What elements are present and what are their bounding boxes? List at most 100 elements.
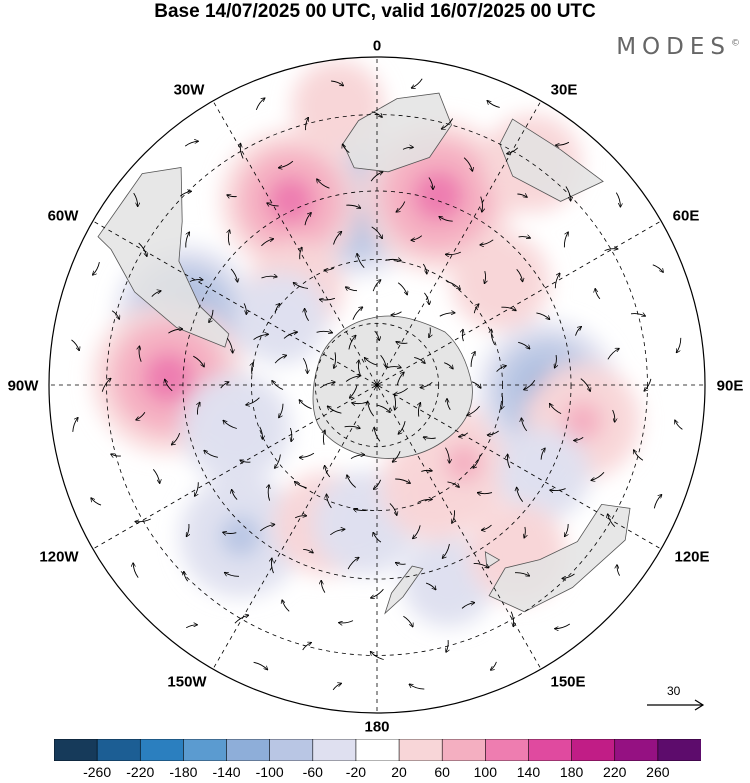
wind-arrow bbox=[518, 237, 531, 239]
wind-arrow bbox=[615, 192, 620, 207]
wind-arrow bbox=[234, 615, 249, 624]
wind-arrow bbox=[347, 557, 359, 570]
reference-vector: 30 bbox=[645, 684, 707, 714]
wind-arrow bbox=[376, 404, 390, 413]
latitude-circle bbox=[106, 114, 648, 656]
wind-arrow bbox=[352, 307, 363, 320]
wind-arrow bbox=[358, 360, 361, 376]
anomaly-core-6 bbox=[143, 352, 195, 404]
wind-arrow bbox=[396, 372, 404, 386]
wind-arrow bbox=[394, 394, 395, 411]
wind-arrow bbox=[442, 543, 450, 558]
wind-arrow bbox=[320, 298, 336, 300]
wind-arrow bbox=[604, 249, 618, 252]
land-polygon-2 bbox=[97, 167, 230, 348]
wind-arrow bbox=[380, 355, 387, 367]
wind-arrow bbox=[422, 263, 427, 274]
wind-arrow bbox=[364, 358, 378, 366]
wind-arrow bbox=[240, 460, 251, 462]
wind-arrow bbox=[357, 253, 365, 269]
wind-arrow bbox=[507, 454, 511, 469]
colorbar-swatch-12 bbox=[571, 739, 616, 761]
wind-arrow bbox=[490, 661, 497, 670]
wind-arrow bbox=[507, 147, 519, 154]
lon-label-30e: 30E bbox=[550, 81, 578, 99]
colorbar-swatch-14 bbox=[657, 739, 701, 761]
wind-arrow bbox=[283, 332, 298, 339]
anomaly-core-2 bbox=[412, 170, 464, 222]
latitude-circle bbox=[182, 190, 572, 580]
lon-label-90w: 90W bbox=[7, 377, 39, 395]
wind-arrow bbox=[299, 400, 312, 410]
wind-arrow bbox=[470, 352, 475, 367]
wind-arrow bbox=[484, 270, 485, 284]
wind-arrow bbox=[510, 611, 513, 627]
wind-arrow bbox=[411, 78, 423, 88]
colorbar-tick-label: 260 bbox=[646, 764, 670, 780]
wind-arrow bbox=[467, 405, 480, 415]
wind-arrow bbox=[275, 454, 281, 469]
wind-arrow bbox=[138, 242, 147, 257]
wind-arrow bbox=[339, 620, 354, 623]
wind-arrow bbox=[354, 509, 368, 511]
wind-arrow bbox=[480, 239, 494, 245]
wind-arrow bbox=[204, 450, 218, 458]
wind-arrow bbox=[333, 232, 342, 245]
meridian-line bbox=[378, 220, 662, 385]
wind-arrow bbox=[252, 363, 254, 375]
wind-arrow bbox=[268, 485, 269, 501]
wind-arrow bbox=[591, 472, 605, 480]
wind-arrow bbox=[391, 311, 402, 315]
wind-arrow bbox=[423, 437, 436, 439]
wind-arrow bbox=[255, 98, 265, 111]
wind-arrow bbox=[521, 418, 528, 432]
wind-arrow bbox=[417, 499, 433, 503]
lon-label-90e: 90E bbox=[716, 377, 744, 395]
wind-arrow bbox=[179, 191, 191, 197]
brand-mark: © bbox=[731, 38, 740, 49]
wind-arrow bbox=[325, 465, 331, 478]
colorbar-tick-label: 180 bbox=[559, 764, 584, 780]
wind-arrow bbox=[91, 498, 102, 506]
wind-arrow bbox=[346, 205, 360, 208]
meridian-line bbox=[377, 100, 542, 384]
meridian-line bbox=[92, 385, 376, 550]
wind-arrow bbox=[372, 280, 381, 292]
wind-arrow bbox=[517, 487, 524, 502]
wind-arrow bbox=[653, 495, 662, 509]
wind-arrow bbox=[184, 141, 198, 147]
wind-arrow bbox=[186, 523, 189, 537]
colorbar-swatch-0 bbox=[54, 739, 98, 761]
wind-arrow bbox=[316, 331, 333, 332]
map-boundary bbox=[48, 56, 706, 714]
wind-arrow bbox=[274, 355, 287, 364]
wind-arrow bbox=[514, 573, 530, 576]
colorbar-swatch-7 bbox=[355, 739, 400, 761]
wind-arrow bbox=[445, 447, 450, 464]
wind-arrow bbox=[93, 262, 100, 275]
wind-arrow bbox=[452, 510, 455, 523]
wind-arrow bbox=[232, 489, 238, 500]
wind-arrow bbox=[345, 376, 360, 382]
brand-logo: MODES© bbox=[616, 34, 740, 60]
graticule bbox=[49, 57, 705, 713]
wind-arrow bbox=[260, 524, 275, 532]
wind-arrow bbox=[394, 387, 408, 394]
reference-arrow-icon bbox=[647, 699, 705, 711]
wind-arrow bbox=[259, 426, 263, 440]
colorbar-swatch-4 bbox=[226, 739, 271, 761]
wind-arrow bbox=[321, 580, 326, 593]
wind-arrow bbox=[220, 382, 229, 389]
wind-arrow bbox=[574, 437, 584, 440]
anomaly-core-11 bbox=[432, 565, 464, 597]
wind-vectors bbox=[71, 78, 683, 691]
wind-arrow bbox=[441, 118, 454, 130]
wind-arrow bbox=[617, 565, 620, 576]
anomaly-core-13 bbox=[445, 444, 483, 482]
wind-arrow bbox=[555, 623, 571, 629]
pole-dot bbox=[375, 383, 379, 387]
wind-arrow bbox=[261, 239, 273, 247]
colorbar-swatch-3 bbox=[183, 739, 228, 761]
wind-arrow bbox=[72, 418, 78, 432]
